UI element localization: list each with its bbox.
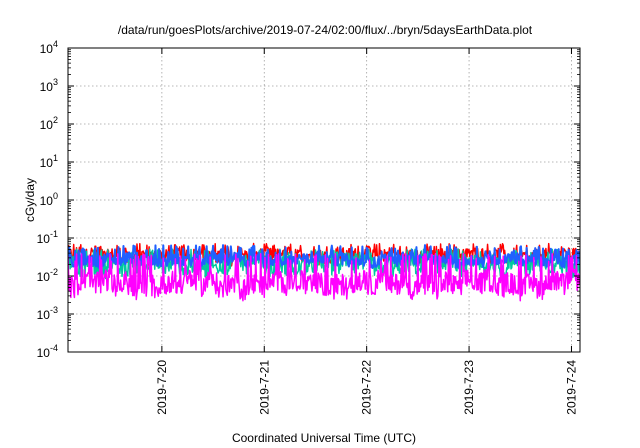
y-tick-label: 103 xyxy=(40,77,58,94)
y-tick-exponent: 4 xyxy=(53,39,58,49)
y-tick-base: 10 xyxy=(40,194,54,208)
series-line xyxy=(68,252,580,302)
y-tick-exponent: 2 xyxy=(53,115,58,125)
y-tick-base: 10 xyxy=(40,156,54,170)
y-tick-exponent: -2 xyxy=(50,267,58,277)
y-tick-exponent: 1 xyxy=(53,153,58,163)
y-axis-title: cGy/day xyxy=(23,178,37,222)
y-tick-label: 101 xyxy=(40,153,58,170)
y-tick-exponent: -3 xyxy=(50,305,58,315)
y-tick-base: 10 xyxy=(40,118,54,132)
y-tick-label: 10-1 xyxy=(37,229,58,246)
grid-layer xyxy=(68,48,580,352)
x-tick-label: 2019-7-20 xyxy=(155,360,169,415)
y-tick-label: 102 xyxy=(40,115,58,132)
x-axis-title: Coordinated Universal Time (UTC) xyxy=(232,431,416,445)
y-tick-exponent: -1 xyxy=(50,229,58,239)
series-line xyxy=(68,244,580,270)
y-tick-label: 10-3 xyxy=(37,305,58,322)
y-tick-label: 10-4 xyxy=(37,343,58,360)
y-tick-base: 10 xyxy=(37,346,51,360)
y-tick-base: 10 xyxy=(37,308,51,322)
y-tick-label: 10-2 xyxy=(37,267,58,284)
series-layer xyxy=(68,242,580,302)
x-tick-label: 2019-7-24 xyxy=(564,360,578,415)
x-tick-label: 2019-7-22 xyxy=(360,360,374,415)
y-tick-exponent: -4 xyxy=(50,343,58,353)
y-tick-label: 104 xyxy=(40,39,58,56)
x-tick-label: 2019-7-23 xyxy=(462,360,476,415)
y-tick-base: 10 xyxy=(37,232,51,246)
axis-layer: 10-410-310-210-11001011021031042019-7-20… xyxy=(37,39,580,415)
y-tick-exponent: 3 xyxy=(53,77,58,87)
y-tick-base: 10 xyxy=(40,80,54,94)
y-tick-label: 100 xyxy=(40,191,58,208)
chart-title: /data/run/goesPlots/archive/2019-07-24/0… xyxy=(118,23,533,37)
y-tick-exponent: 0 xyxy=(53,191,58,201)
x-tick-label: 2019-7-21 xyxy=(257,360,271,415)
y-tick-base: 10 xyxy=(40,42,54,56)
y-tick-base: 10 xyxy=(37,270,51,284)
